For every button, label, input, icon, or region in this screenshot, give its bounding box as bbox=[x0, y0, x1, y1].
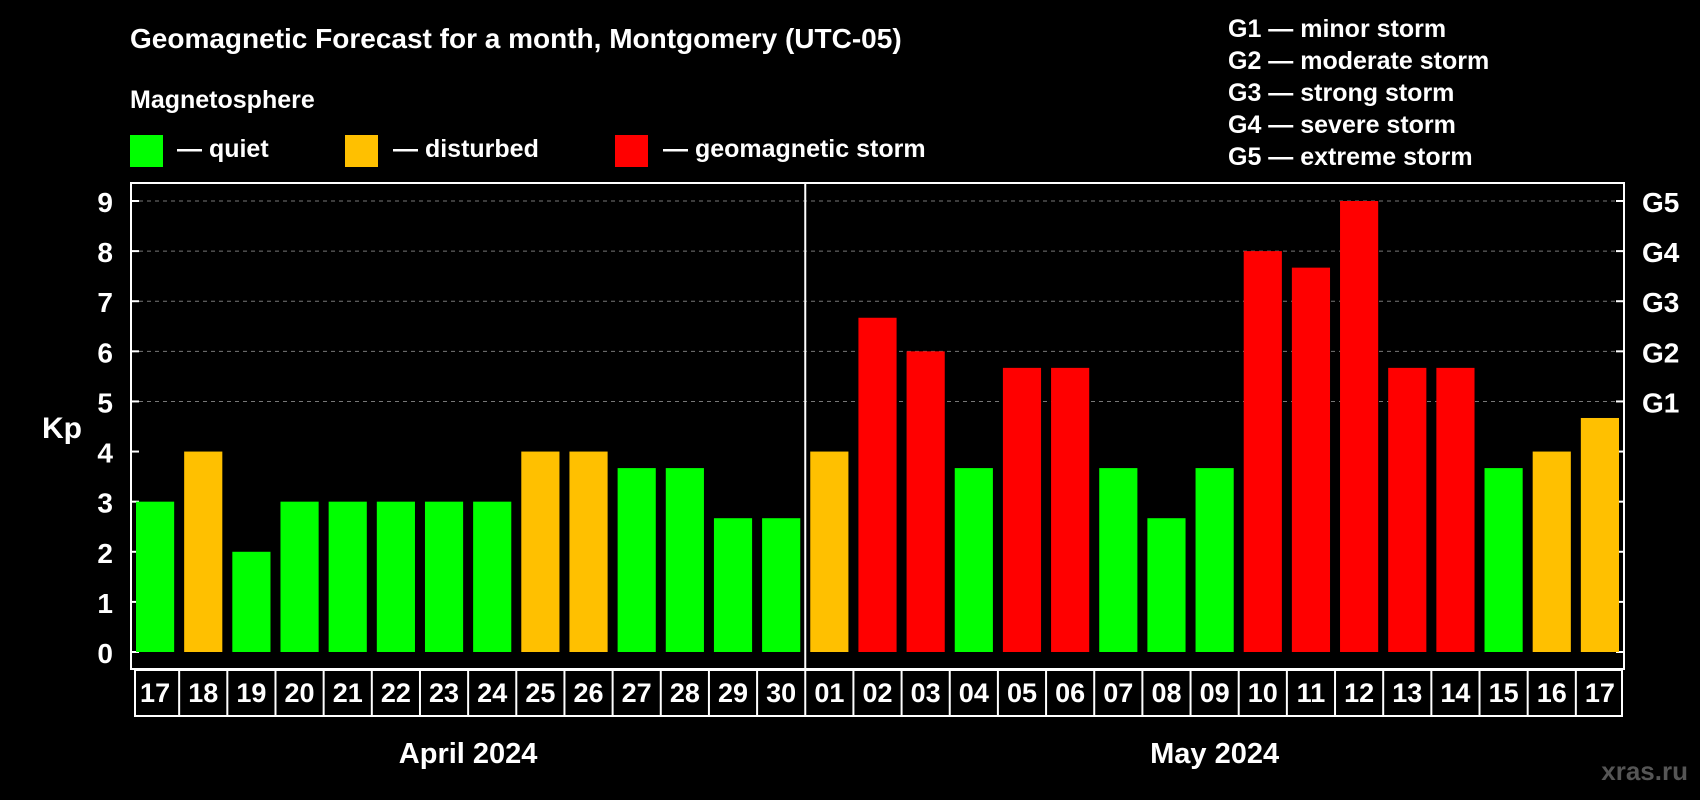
kp-bar-quiet bbox=[665, 468, 704, 652]
date-label: 01 bbox=[814, 678, 844, 708]
legend-label-storm: — geomagnetic storm bbox=[663, 135, 926, 163]
date-label: 28 bbox=[670, 678, 700, 708]
legend-label-quiet: — quiet bbox=[177, 135, 269, 163]
kp-bar-quiet bbox=[424, 501, 464, 652]
storm-level-label-g3: G3 bbox=[1642, 287, 1679, 318]
storm-level-label-g4: G4 bbox=[1642, 237, 1680, 268]
date-label: 03 bbox=[911, 678, 941, 708]
kp-bar-storm bbox=[906, 351, 945, 652]
y-axis-label: Kp bbox=[42, 412, 82, 445]
date-label: 07 bbox=[1103, 678, 1133, 708]
storm-level-label-g5: G5 bbox=[1642, 187, 1679, 218]
date-label: 21 bbox=[333, 678, 363, 708]
y-tick-label: 5 bbox=[97, 387, 113, 418]
date-label: 04 bbox=[959, 678, 989, 708]
kp-bar-quiet bbox=[954, 468, 993, 652]
kp-bar-quiet bbox=[713, 518, 753, 652]
legend-label-disturbed: — disturbed bbox=[393, 135, 539, 163]
kp-bar-disturbed bbox=[1532, 451, 1571, 652]
kp-bar-storm bbox=[1436, 367, 1475, 652]
date-label: 06 bbox=[1055, 678, 1085, 708]
kp-bar-quiet bbox=[232, 551, 271, 652]
kp-bar-quiet bbox=[762, 518, 801, 652]
storm-scale-g2: G2 — moderate storm bbox=[1228, 47, 1489, 75]
kp-bar-quiet bbox=[1484, 468, 1523, 652]
date-label: 12 bbox=[1344, 678, 1374, 708]
date-label: 25 bbox=[525, 678, 555, 708]
y-tick-label: 4 bbox=[97, 438, 113, 469]
storm-scale-g4: G4 — severe storm bbox=[1228, 111, 1456, 139]
kp-bar-quiet bbox=[1099, 468, 1138, 652]
storm-level-label-g2: G2 bbox=[1642, 337, 1679, 368]
kp-bar-quiet bbox=[376, 501, 415, 652]
watermark: xras.ru bbox=[1601, 756, 1688, 786]
date-label: 29 bbox=[718, 678, 748, 708]
kp-bar-quiet bbox=[280, 501, 319, 652]
kp-bar-quiet bbox=[473, 501, 512, 652]
kp-bar-disturbed bbox=[521, 451, 560, 652]
date-label: 08 bbox=[1151, 678, 1181, 708]
chart-title: Geomagnetic Forecast for a month, Montgo… bbox=[130, 23, 902, 54]
kp-bar-disturbed bbox=[184, 451, 223, 652]
y-tick-label: 1 bbox=[97, 588, 113, 619]
kp-bar-quiet bbox=[328, 501, 367, 652]
date-label: 27 bbox=[622, 678, 652, 708]
storm-scale-g1: G1 — minor storm bbox=[1228, 15, 1446, 43]
date-label: 05 bbox=[1007, 678, 1037, 708]
y-tick-label: 0 bbox=[97, 638, 113, 669]
kp-bar-storm bbox=[1002, 367, 1042, 652]
date-label: 14 bbox=[1440, 678, 1470, 708]
date-label: 23 bbox=[429, 678, 459, 708]
kp-bar-storm bbox=[1291, 267, 1331, 652]
kp-bar-disturbed bbox=[569, 451, 608, 652]
date-label: 26 bbox=[574, 678, 604, 708]
date-label: 24 bbox=[477, 678, 507, 708]
legend-heading: Magnetosphere bbox=[130, 86, 315, 114]
kp-bar-quiet bbox=[617, 468, 656, 652]
y-tick-label: 8 bbox=[97, 237, 113, 268]
kp-bar-storm bbox=[1243, 251, 1282, 652]
y-tick-label: 9 bbox=[97, 187, 113, 218]
kp-bar-storm bbox=[858, 317, 897, 652]
storm-scale-g3: G3 — strong storm bbox=[1228, 79, 1454, 107]
date-label: 17 bbox=[140, 678, 170, 708]
storm-scale-g5: G5 — extreme storm bbox=[1228, 143, 1473, 171]
date-label: 19 bbox=[236, 678, 266, 708]
legend-swatch-disturbed bbox=[345, 135, 378, 167]
kp-bar-quiet bbox=[1147, 518, 1186, 652]
y-tick-label: 3 bbox=[97, 488, 113, 519]
date-label: 13 bbox=[1392, 678, 1422, 708]
y-tick-label: 6 bbox=[97, 337, 113, 368]
kp-bar-disturbed bbox=[810, 451, 849, 652]
month-label: April 2024 bbox=[399, 738, 538, 770]
date-label: 20 bbox=[285, 678, 315, 708]
date-axis-box bbox=[134, 669, 1623, 717]
legend-swatch-quiet bbox=[130, 135, 163, 167]
date-label: 30 bbox=[766, 678, 796, 708]
date-label: 09 bbox=[1200, 678, 1230, 708]
date-label: 16 bbox=[1537, 678, 1567, 708]
date-label: 10 bbox=[1248, 678, 1278, 708]
kp-bar-storm bbox=[1051, 367, 1090, 652]
y-tick-label: 7 bbox=[97, 287, 113, 318]
y-tick-label: 2 bbox=[97, 538, 113, 569]
date-label: 17 bbox=[1585, 678, 1615, 708]
kp-bar-quiet bbox=[136, 501, 175, 652]
date-label: 18 bbox=[188, 678, 218, 708]
month-label: May 2024 bbox=[1150, 738, 1279, 770]
kp-bar-storm bbox=[1340, 201, 1379, 652]
kp-bar-storm bbox=[1388, 367, 1427, 652]
storm-level-label-g1: G1 bbox=[1642, 387, 1679, 418]
kp-bar-disturbed bbox=[1580, 417, 1619, 652]
date-label: 11 bbox=[1297, 678, 1326, 708]
date-label: 02 bbox=[862, 678, 892, 708]
date-label: 15 bbox=[1489, 678, 1519, 708]
date-label: 22 bbox=[381, 678, 411, 708]
legend-swatch-storm bbox=[615, 135, 648, 167]
kp-bar-quiet bbox=[1195, 468, 1234, 652]
